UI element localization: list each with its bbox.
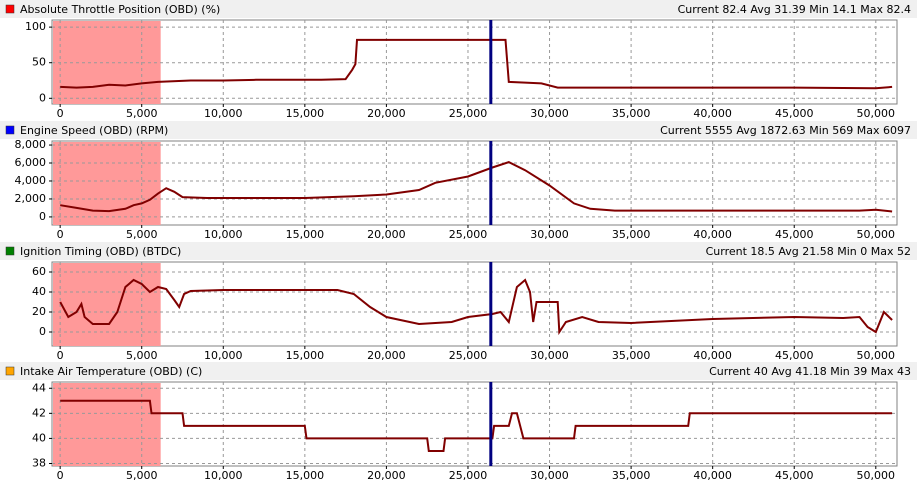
y-tick-label: 40 [32, 431, 46, 444]
series-line [60, 399, 893, 452]
x-tick-label: 5,000 [126, 107, 158, 120]
panel-summary: Current 82.4 Avg 31.39 Min 14.1 Max 82.4 [678, 3, 911, 16]
x-tick-label: 25,000 [449, 228, 488, 241]
panel-title: Ignition Timing (OBD) (BTDC) [20, 245, 181, 258]
x-tick-label: 10,000 [204, 469, 243, 482]
legend-swatch [5, 366, 15, 376]
x-tick-label: 15,000 [286, 228, 325, 241]
x-tick-label: 5,000 [126, 469, 158, 482]
x-tick-label: 25,000 [449, 349, 488, 362]
shaded-region [53, 383, 161, 466]
x-tick-label: 45,000 [775, 349, 814, 362]
x-tick-label: 20,000 [367, 349, 406, 362]
y-tick-label: 38 [32, 456, 46, 469]
x-tick-label: 40,000 [693, 349, 732, 362]
plot-area [51, 381, 898, 467]
shaded-region [53, 263, 161, 346]
x-tick-label: 50,000 [857, 107, 896, 120]
x-tick-label: 50,000 [857, 228, 896, 241]
y-tick-label: 8,000 [15, 138, 47, 151]
panel-header [0, 121, 917, 139]
x-tick-label: 10,000 [204, 107, 243, 120]
x-tick-label: 30,000 [530, 107, 569, 120]
plot-area [51, 140, 898, 226]
y-tick-label: 0 [39, 210, 46, 223]
panel-title: Absolute Throttle Position (OBD) (%) [20, 3, 220, 16]
plot-area [51, 19, 898, 105]
y-tick-label: 60 [32, 265, 46, 278]
panel-summary: Current 40 Avg 41.18 Min 39 Max 43 [709, 365, 911, 378]
y-tick-label: 6,000 [15, 156, 47, 169]
legend-swatch [5, 4, 15, 14]
series-line [60, 38, 893, 90]
panel-header [0, 362, 917, 380]
y-tick-label: 40 [32, 285, 46, 298]
x-tick-label: 15,000 [286, 349, 325, 362]
panel-title: Engine Speed (OBD) (RPM) [20, 124, 168, 137]
panel-header [0, 0, 917, 18]
y-tick-label: 4,000 [15, 174, 47, 187]
x-tick-label: 15,000 [286, 107, 325, 120]
x-tick-label: 30,000 [530, 228, 569, 241]
x-tick-label: 45,000 [775, 228, 814, 241]
x-tick-label: 5,000 [126, 349, 158, 362]
panel-header [0, 242, 917, 260]
x-tick-label: 10,000 [204, 228, 243, 241]
x-tick-label: 20,000 [367, 107, 406, 120]
y-tick-label: 0 [39, 325, 46, 338]
legend-swatch [5, 246, 15, 256]
y-tick-label: 50 [32, 56, 46, 69]
legend-swatch [5, 125, 15, 135]
y-tick-label: 2,000 [15, 192, 47, 205]
y-tick-label: 44 [32, 381, 46, 394]
x-tick-label: 45,000 [775, 469, 814, 482]
x-tick-label: 35,000 [612, 107, 651, 120]
x-tick-label: 25,000 [449, 107, 488, 120]
shaded-region [53, 142, 161, 225]
x-tick-label: 40,000 [693, 469, 732, 482]
x-tick-label: 0 [57, 349, 64, 362]
x-tick-label: 15,000 [286, 469, 325, 482]
x-tick-label: 35,000 [612, 349, 651, 362]
panel-summary: Current 5555 Avg 1872.63 Min 569 Max 609… [660, 124, 911, 137]
x-tick-label: 50,000 [857, 349, 896, 362]
x-tick-label: 30,000 [530, 349, 569, 362]
x-tick-label: 0 [57, 469, 64, 482]
x-tick-label: 40,000 [693, 228, 732, 241]
x-tick-label: 5,000 [126, 228, 158, 241]
y-tick-label: 0 [39, 91, 46, 104]
x-tick-label: 20,000 [367, 228, 406, 241]
x-tick-label: 40,000 [693, 107, 732, 120]
series-line [59, 278, 893, 336]
x-tick-label: 0 [57, 228, 64, 241]
x-tick-label: 45,000 [775, 107, 814, 120]
panel-summary: Current 18.5 Avg 21.58 Min 0 Max 52 [706, 245, 911, 258]
panel-title: Intake Air Temperature (OBD) (C) [20, 365, 202, 378]
x-tick-label: 30,000 [530, 469, 569, 482]
y-tick-label: 100 [25, 20, 46, 33]
x-tick-label: 0 [57, 107, 64, 120]
x-tick-label: 10,000 [204, 349, 243, 362]
series-line [60, 161, 893, 213]
x-tick-label: 25,000 [449, 469, 488, 482]
y-tick-label: 42 [32, 406, 46, 419]
x-tick-label: 35,000 [612, 469, 651, 482]
x-tick-label: 20,000 [367, 469, 406, 482]
x-tick-label: 50,000 [857, 469, 896, 482]
plot-area [51, 261, 898, 347]
x-tick-label: 35,000 [612, 228, 651, 241]
y-tick-label: 20 [32, 305, 46, 318]
